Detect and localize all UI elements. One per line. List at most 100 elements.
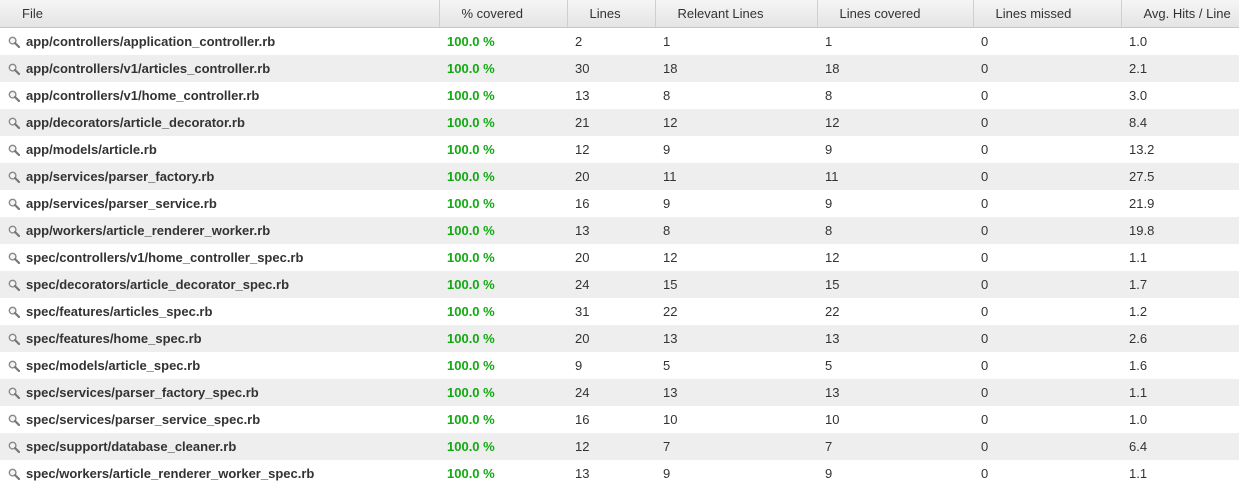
file-name-link[interactable]: app/services/parser_service.rb	[26, 196, 217, 211]
file-cell[interactable]: app/services/parser_service.rb	[0, 190, 439, 217]
percent-covered-cell: 100.0 %	[447, 250, 495, 265]
magnifier-icon[interactable]	[8, 387, 20, 399]
lines-missed-cell: 0	[981, 304, 989, 319]
file-cell[interactable]: spec/services/parser_factory_spec.rb	[0, 379, 439, 406]
file-name-link[interactable]: spec/features/articles_spec.rb	[26, 304, 213, 319]
file-name-link[interactable]: app/services/parser_factory.rb	[26, 169, 215, 184]
file-cell[interactable]: spec/controllers/v1/home_controller_spec…	[0, 244, 439, 271]
magnifier-icon[interactable]	[8, 333, 20, 345]
avg-hits-cell: 6.4	[1121, 433, 1239, 460]
lines-missed-cell: 0	[981, 412, 989, 427]
file-cell[interactable]: spec/features/home_spec.rb	[0, 325, 439, 352]
column-header-percent-covered[interactable]: % covered	[439, 0, 568, 28]
file-name-link[interactable]: spec/models/article_spec.rb	[26, 358, 201, 373]
table-row: spec/models/article_spec.rb 100.0 % 9 5 5 0 1.…	[0, 352, 1239, 379]
file-cell[interactable]: app/models/article.rb	[0, 136, 439, 163]
lines-covered-cell: 5	[825, 358, 833, 373]
column-header-avg-hits[interactable]: Avg. Hits / Line	[1121, 0, 1239, 28]
file-cell[interactable]: spec/workers/article_renderer_worker_spe…	[0, 460, 439, 487]
file-name-link[interactable]: app/models/article.rb	[26, 142, 157, 157]
lines-cell: 20	[567, 325, 655, 352]
file-name-link[interactable]: spec/workers/article_renderer_worker_spe…	[26, 466, 315, 481]
column-header-lines[interactable]: Lines	[567, 0, 656, 28]
magnifier-icon[interactable]	[8, 117, 20, 129]
column-header-lines-missed[interactable]: Lines missed	[973, 0, 1122, 28]
magnifier-icon[interactable]	[8, 414, 20, 426]
avg-hits-cell: 13.2	[1129, 142, 1155, 157]
lines-covered-cell: 13	[817, 325, 973, 352]
magnifier-icon[interactable]	[8, 90, 20, 102]
magnifier-icon[interactable]	[8, 63, 20, 75]
file-name-link[interactable]: spec/services/parser_service_spec.rb	[26, 412, 261, 427]
magnifier-icon[interactable]	[8, 36, 20, 48]
file-name-link[interactable]: spec/support/database_cleaner.rb	[26, 439, 237, 454]
relevant-lines-cell: 10	[663, 412, 678, 427]
percent-covered-cell: 100.0 %	[439, 55, 567, 82]
file-name-link[interactable]: app/controllers/v1/articles_controller.r…	[26, 61, 271, 76]
file-cell[interactable]: app/controllers/v1/articles_controller.r…	[0, 55, 439, 82]
file-cell[interactable]: spec/features/articles_spec.rb	[0, 298, 439, 325]
avg-hits-cell: 1.2	[1129, 304, 1148, 319]
percent-covered-cell: 100.0 %	[447, 196, 495, 211]
lines-covered-cell: 9	[825, 142, 833, 157]
avg-hits-cell: 21.9	[1129, 196, 1155, 211]
lines-missed-cell: 0	[973, 325, 1121, 352]
lines-missed-cell: 0	[973, 433, 1121, 460]
file-name-link[interactable]: spec/controllers/v1/home_controller_spec…	[26, 250, 304, 265]
file-cell[interactable]: app/services/parser_factory.rb	[0, 163, 439, 190]
table-row: spec/controllers/v1/home_controller_spec…	[0, 244, 1239, 271]
file-cell[interactable]: spec/decorators/article_decorator_spec.r…	[0, 271, 439, 298]
table-row: spec/workers/article_renderer_worker_spe…	[0, 460, 1239, 487]
file-name-link[interactable]: app/decorators/article_decorator.rb	[26, 115, 245, 130]
lines-cell: 24	[567, 271, 655, 298]
lines-covered-cell: 12	[817, 109, 973, 136]
column-header-file[interactable]: File	[0, 0, 440, 28]
file-name-link[interactable]: spec/services/parser_factory_spec.rb	[26, 385, 259, 400]
avg-hits-cell: 2.6	[1121, 325, 1239, 352]
magnifier-icon[interactable]	[8, 441, 20, 453]
lines-missed-cell: 0	[973, 163, 1121, 190]
lines-missed-cell: 0	[973, 55, 1121, 82]
magnifier-icon[interactable]	[8, 468, 20, 480]
lines-missed-cell: 0	[973, 271, 1121, 298]
magnifier-icon[interactable]	[8, 306, 20, 318]
lines-cell: 31	[575, 304, 590, 319]
lines-cell: 12	[567, 433, 655, 460]
lines-missed-cell: 0	[981, 142, 989, 157]
file-cell[interactable]: app/workers/article_renderer_worker.rb	[0, 217, 439, 244]
table-row: spec/support/database_cleaner.rb 100.0 % 1…	[0, 433, 1239, 460]
file-name-link[interactable]: app/controllers/v1/home_controller.rb	[26, 88, 260, 103]
magnifier-icon[interactable]	[8, 171, 20, 183]
file-cell[interactable]: spec/models/article_spec.rb	[0, 352, 439, 379]
magnifier-icon[interactable]	[8, 360, 20, 372]
percent-covered-cell: 100.0 %	[447, 88, 495, 103]
relevant-lines-cell: 9	[663, 196, 671, 211]
avg-hits-cell: 2.1	[1121, 55, 1239, 82]
file-name-link[interactable]: app/controllers/application_controller.r…	[26, 34, 276, 49]
table-row: app/services/parser_factory.rb 100.0 % 20 1…	[0, 163, 1239, 190]
file-cell[interactable]: app/decorators/article_decorator.rb	[0, 109, 439, 136]
file-cell[interactable]: app/controllers/v1/home_controller.rb	[0, 82, 439, 109]
relevant-lines-cell: 18	[655, 55, 817, 82]
avg-hits-cell: 1.0	[1129, 412, 1148, 427]
lines-cell: 20	[575, 250, 590, 265]
relevant-lines-cell: 15	[655, 271, 817, 298]
magnifier-icon[interactable]	[8, 279, 20, 291]
lines-cell: 30	[567, 55, 655, 82]
file-cell[interactable]: spec/support/database_cleaner.rb	[0, 433, 439, 460]
magnifier-icon[interactable]	[8, 252, 20, 264]
lines-missed-cell: 0	[973, 217, 1121, 244]
percent-covered-cell: 100.0 %	[439, 163, 567, 190]
column-header-lines-covered[interactable]: Lines covered	[817, 0, 974, 28]
file-name-link[interactable]: spec/decorators/article_decorator_spec.r…	[26, 277, 290, 292]
magnifier-icon[interactable]	[8, 144, 20, 156]
lines-covered-cell: 7	[817, 433, 973, 460]
file-name-link[interactable]: spec/features/home_spec.rb	[26, 331, 202, 346]
file-cell[interactable]: app/controllers/application_controller.r…	[0, 28, 439, 56]
file-cell[interactable]: spec/services/parser_service_spec.rb	[0, 406, 439, 433]
lines-missed-cell: 0	[973, 109, 1121, 136]
column-header-relevant-lines[interactable]: Relevant Lines	[655, 0, 818, 28]
magnifier-icon[interactable]	[8, 198, 20, 210]
magnifier-icon[interactable]	[8, 225, 20, 237]
file-name-link[interactable]: app/workers/article_renderer_worker.rb	[26, 223, 271, 238]
